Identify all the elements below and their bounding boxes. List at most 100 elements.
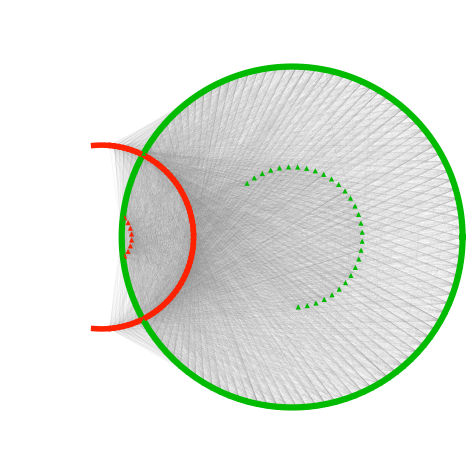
Point xyxy=(313,402,320,410)
Point xyxy=(320,296,328,303)
Point xyxy=(251,174,258,182)
Point xyxy=(192,92,200,100)
Point xyxy=(342,279,349,286)
Point xyxy=(227,74,234,82)
Point xyxy=(160,301,167,309)
Point xyxy=(121,214,128,221)
Point xyxy=(441,309,449,316)
Point xyxy=(368,82,375,90)
Point xyxy=(355,210,363,218)
Point xyxy=(133,148,140,156)
Point xyxy=(294,163,301,171)
Point xyxy=(341,71,348,79)
Point xyxy=(183,267,191,274)
Point xyxy=(163,118,170,126)
Point xyxy=(189,245,197,252)
Point xyxy=(376,87,384,95)
Point xyxy=(175,283,182,291)
Point xyxy=(449,176,456,183)
Point xyxy=(407,356,415,363)
Point xyxy=(177,280,185,287)
Point xyxy=(446,167,453,174)
Point xyxy=(209,82,217,90)
Point xyxy=(452,185,459,193)
Point xyxy=(149,157,156,164)
Point xyxy=(201,87,208,95)
Point xyxy=(400,362,408,370)
Point xyxy=(190,226,197,234)
Point xyxy=(120,262,128,270)
Point xyxy=(186,208,194,216)
Point xyxy=(283,63,291,71)
Point xyxy=(358,228,366,236)
Point xyxy=(255,66,262,74)
Point xyxy=(264,402,272,410)
Point xyxy=(160,165,167,173)
Point xyxy=(128,176,136,183)
Point xyxy=(218,388,225,396)
Point xyxy=(175,183,182,191)
Point xyxy=(163,348,170,356)
Point xyxy=(458,214,465,221)
Point xyxy=(153,160,160,167)
Point xyxy=(392,368,400,376)
Point xyxy=(156,125,164,133)
Point xyxy=(335,181,343,188)
Point xyxy=(341,187,349,195)
Point xyxy=(110,142,118,150)
Point xyxy=(420,125,428,133)
Point xyxy=(313,64,320,72)
Point xyxy=(459,233,466,241)
Point xyxy=(432,325,439,333)
Point xyxy=(137,150,145,158)
Point xyxy=(119,214,127,221)
Point xyxy=(357,219,365,227)
Point xyxy=(384,92,392,100)
Point xyxy=(182,195,189,203)
Point xyxy=(118,223,126,231)
Point xyxy=(320,171,328,178)
Point xyxy=(293,403,301,411)
Point xyxy=(455,272,462,279)
Point xyxy=(209,384,217,392)
Point xyxy=(446,300,453,307)
Point xyxy=(458,223,466,231)
Point xyxy=(145,141,153,149)
Point xyxy=(350,392,358,400)
Point xyxy=(255,400,262,408)
Point xyxy=(182,271,189,279)
Point xyxy=(106,142,113,149)
Point xyxy=(368,384,375,392)
Point xyxy=(201,379,208,387)
Point xyxy=(392,98,400,106)
Point xyxy=(118,233,126,241)
Point xyxy=(352,264,359,271)
Point xyxy=(347,272,355,279)
Point xyxy=(285,163,292,171)
Point xyxy=(122,272,130,279)
Point xyxy=(218,78,225,86)
Point xyxy=(128,230,136,238)
Point xyxy=(303,164,310,172)
Point xyxy=(119,144,127,152)
Point xyxy=(119,253,127,260)
Point xyxy=(455,195,462,202)
Point xyxy=(156,163,164,170)
Point xyxy=(180,275,187,283)
Point xyxy=(128,320,136,328)
Point xyxy=(332,398,339,406)
Point xyxy=(449,291,456,298)
Point xyxy=(187,254,195,262)
Point xyxy=(125,281,132,289)
Point xyxy=(192,374,200,382)
Point xyxy=(110,324,118,332)
Point xyxy=(432,141,439,149)
Point xyxy=(441,158,449,165)
Point xyxy=(188,217,196,225)
Point xyxy=(243,180,251,187)
Point xyxy=(458,243,466,251)
Point xyxy=(137,316,145,324)
Point xyxy=(172,287,180,295)
Point xyxy=(163,169,171,176)
Point xyxy=(186,258,194,266)
